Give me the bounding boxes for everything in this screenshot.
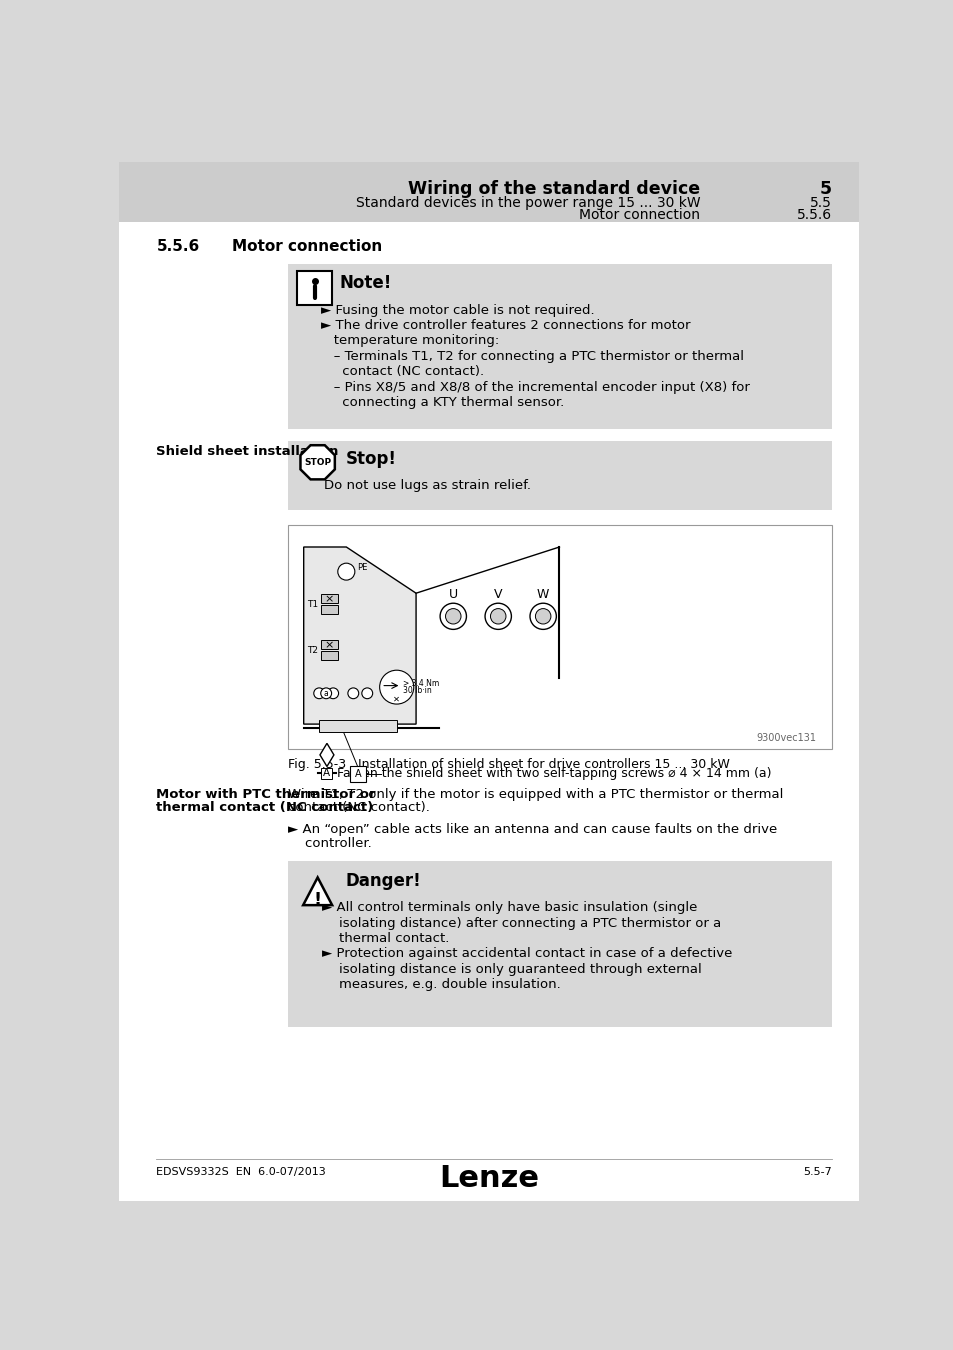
- Text: contact (NC contact).: contact (NC contact).: [320, 366, 483, 378]
- Text: 5.5.6: 5.5.6: [797, 208, 831, 223]
- FancyBboxPatch shape: [288, 861, 831, 1027]
- Text: STOP: STOP: [304, 458, 331, 467]
- Circle shape: [314, 688, 324, 699]
- FancyBboxPatch shape: [320, 640, 337, 649]
- Text: V: V: [494, 589, 502, 601]
- Text: 30 lb·in: 30 lb·in: [402, 687, 431, 695]
- Circle shape: [490, 609, 505, 624]
- FancyBboxPatch shape: [288, 263, 831, 429]
- Text: measures, e.g. double insulation.: measures, e.g. double insulation.: [322, 979, 560, 991]
- Text: – Pins X8/5 and X8/8 of the incremental encoder input (X8) for: – Pins X8/5 and X8/8 of the incremental …: [320, 381, 749, 394]
- Text: ✕: ✕: [393, 695, 399, 703]
- Text: A: A: [322, 768, 330, 779]
- Text: U: U: [448, 589, 457, 601]
- FancyBboxPatch shape: [320, 768, 332, 779]
- Polygon shape: [303, 878, 332, 904]
- Text: – Terminals T1, T2 for connecting a PTC thermistor or thermal: – Terminals T1, T2 for connecting a PTC …: [320, 350, 743, 363]
- FancyBboxPatch shape: [320, 594, 337, 603]
- FancyBboxPatch shape: [288, 440, 831, 510]
- Text: Shield sheet installation: Shield sheet installation: [156, 446, 338, 459]
- Text: PE: PE: [356, 563, 367, 571]
- Polygon shape: [300, 446, 335, 479]
- Text: 9300vec131: 9300vec131: [756, 733, 816, 743]
- Text: thermal contact (NC contact): thermal contact (NC contact): [156, 801, 374, 814]
- FancyBboxPatch shape: [319, 721, 396, 732]
- Text: temperature monitoring:: temperature monitoring:: [320, 335, 498, 347]
- Polygon shape: [319, 744, 334, 767]
- Circle shape: [348, 688, 358, 699]
- Text: 5.5.6: 5.5.6: [156, 239, 199, 254]
- Text: 5: 5: [820, 181, 831, 198]
- Circle shape: [328, 688, 338, 699]
- Text: !: !: [314, 891, 321, 909]
- FancyBboxPatch shape: [350, 767, 365, 782]
- FancyBboxPatch shape: [320, 651, 337, 660]
- Text: T2: T2: [307, 647, 317, 656]
- Text: Note!: Note!: [339, 274, 392, 293]
- Text: isolating distance is only guaranteed through external: isolating distance is only guaranteed th…: [322, 963, 701, 976]
- Text: > 3.4 Nm: > 3.4 Nm: [402, 679, 438, 687]
- Text: Motor connection: Motor connection: [578, 208, 700, 223]
- Text: ► The drive controller features 2 connections for motor: ► The drive controller features 2 connec…: [320, 319, 690, 332]
- Text: Motor connection: Motor connection: [232, 239, 381, 254]
- Text: controller.: controller.: [288, 837, 372, 849]
- Circle shape: [320, 688, 332, 699]
- Circle shape: [337, 563, 355, 580]
- Text: ×: ×: [324, 594, 334, 605]
- Text: contact (NC contact).: contact (NC contact).: [288, 801, 430, 814]
- Text: W: W: [537, 589, 549, 601]
- Circle shape: [439, 603, 466, 629]
- Text: Installation of shield sheet for drive controllers 15 ... 30 kW: Installation of shield sheet for drive c…: [357, 757, 729, 771]
- FancyBboxPatch shape: [320, 605, 337, 614]
- Text: ► Protection against accidental contact in case of a defective: ► Protection against accidental contact …: [322, 948, 732, 960]
- Text: A: A: [355, 769, 361, 779]
- FancyBboxPatch shape: [119, 162, 858, 1202]
- Circle shape: [530, 603, 556, 629]
- Text: ► All control terminals only have basic insulation (single: ► All control terminals only have basic …: [322, 902, 697, 914]
- Text: a: a: [323, 688, 328, 698]
- Text: Do not use lugs as strain relief.: Do not use lugs as strain relief.: [323, 479, 530, 493]
- Text: EDSVS9332S  EN  6.0-07/2013: EDSVS9332S EN 6.0-07/2013: [156, 1166, 326, 1177]
- FancyBboxPatch shape: [297, 271, 332, 305]
- Text: ×: ×: [324, 640, 334, 651]
- Text: T1: T1: [307, 601, 317, 609]
- Circle shape: [484, 603, 511, 629]
- Text: 5.5-7: 5.5-7: [802, 1166, 831, 1177]
- Polygon shape: [303, 547, 416, 724]
- Text: Fasten the shield sheet with two self-tapping screws ⌀ 4 × 14 mm (a): Fasten the shield sheet with two self-ta…: [336, 767, 771, 780]
- FancyBboxPatch shape: [119, 162, 858, 221]
- Text: Wiring of the standard device: Wiring of the standard device: [408, 181, 700, 198]
- Text: ► An “open” cable acts like an antenna and can cause faults on the drive: ► An “open” cable acts like an antenna a…: [288, 824, 777, 837]
- FancyBboxPatch shape: [288, 525, 831, 749]
- Text: 5.5: 5.5: [809, 196, 831, 209]
- Circle shape: [535, 609, 550, 624]
- Text: Fig. 5.5-3: Fig. 5.5-3: [288, 757, 346, 771]
- Text: thermal contact.: thermal contact.: [322, 931, 449, 945]
- Text: Standard devices in the power range 15 ... 30 kW: Standard devices in the power range 15 .…: [355, 196, 700, 209]
- Circle shape: [379, 670, 414, 705]
- Text: Stop!: Stop!: [345, 450, 396, 468]
- Text: isolating distance) after connecting a PTC thermistor or a: isolating distance) after connecting a P…: [322, 917, 720, 930]
- Text: Wire T1, T2 only if the motor is equipped with a PTC thermistor or thermal: Wire T1, T2 only if the motor is equippe…: [288, 788, 782, 801]
- Circle shape: [445, 609, 460, 624]
- Text: Danger!: Danger!: [345, 872, 421, 890]
- Text: Motor with PTC thermistor or: Motor with PTC thermistor or: [156, 788, 375, 801]
- Circle shape: [361, 688, 373, 699]
- Text: Lenze: Lenze: [438, 1164, 538, 1193]
- Text: ► Fusing the motor cable is not required.: ► Fusing the motor cable is not required…: [320, 304, 594, 317]
- Text: connecting a KTY thermal sensor.: connecting a KTY thermal sensor.: [320, 396, 563, 409]
